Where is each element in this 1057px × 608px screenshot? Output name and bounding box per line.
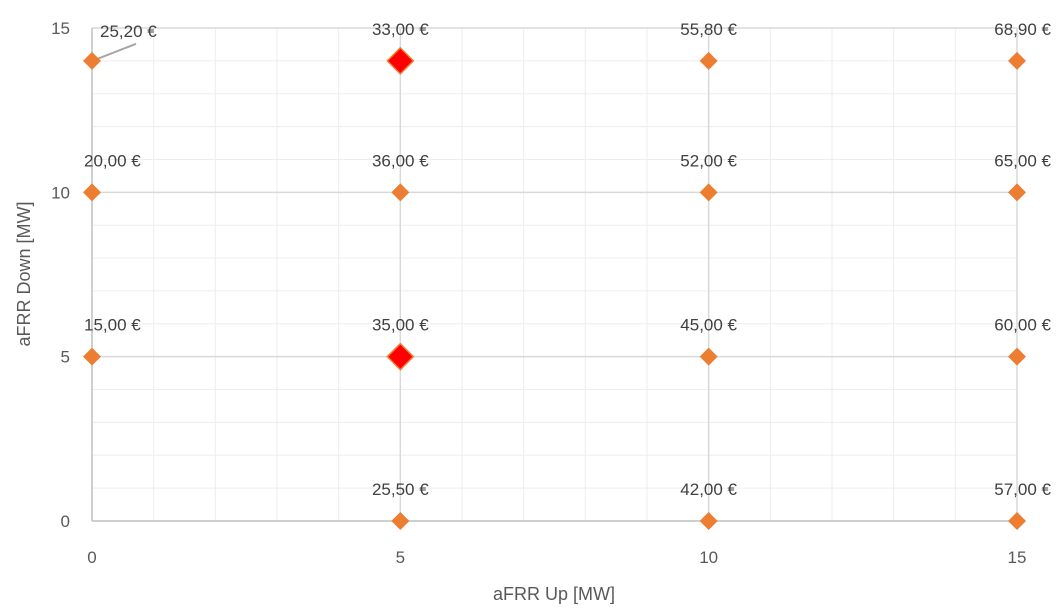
data-point [83,347,101,366]
y-tick-label: 0 [61,512,70,531]
data-label: 55,80 € [680,20,737,39]
data-point [83,51,101,70]
data-point [83,183,101,202]
x-axis-title: aFRR Up [MW] [493,584,615,604]
data-labels: 25,20 € 33,00 € 55,80 € 68,90 € 20,00 € 36,00… [84,20,1052,499]
y-tick-label: 15 [51,19,70,38]
data-label: 25,20 € [100,22,157,41]
minor-gridlines [92,28,1017,521]
x-tick-label: 5 [396,548,405,567]
leader-line [94,42,137,61]
data-label: 52,00 € [680,151,737,170]
data-label: 20,00 € [84,151,141,170]
highlighted-data-point [386,342,415,371]
data-label: 42,00 € [680,480,737,499]
data-label: 57,00 € [994,480,1051,499]
data-points [83,46,1026,530]
data-label: 65,00 € [994,151,1051,170]
data-point [1008,183,1026,202]
data-point [699,51,718,70]
y-tick-labels: 0 5 10 15 [51,19,70,531]
x-tick-label: 15 [1008,548,1027,567]
y-axis-title: aFRR Down [MW] [14,201,34,346]
data-label: 36,00 € [372,151,429,170]
highlighted-data-point [386,46,415,75]
data-label: 68,90 € [994,20,1051,39]
data-point [391,512,410,530]
data-point [391,183,410,202]
axes [91,28,1017,522]
data-point [1008,347,1026,366]
data-point [699,512,718,530]
leader-lines [94,42,137,61]
data-point [699,347,718,366]
data-label: 15,00 € [84,316,141,335]
major-gridlines [92,27,1018,521]
y-tick-label: 10 [51,183,70,202]
data-point [1008,51,1026,70]
x-tick-label: 0 [87,548,96,567]
data-label: 60,00 € [994,316,1051,335]
x-tick-labels: 0 5 10 15 [87,548,1026,567]
data-point [699,183,718,202]
data-point [1008,512,1026,530]
y-tick-label: 5 [61,348,70,367]
data-label: 33,00 € [372,20,429,39]
data-label: 45,00 € [680,316,737,335]
data-label: 25,50 € [372,480,429,499]
data-label: 35,00 € [372,316,429,335]
x-tick-label: 10 [699,548,718,567]
